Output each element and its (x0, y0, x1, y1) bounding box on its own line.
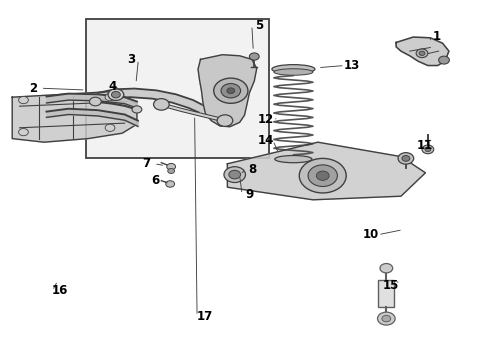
Text: 12: 12 (257, 113, 273, 126)
Text: 4: 4 (108, 80, 116, 93)
Circle shape (108, 89, 123, 100)
Text: 17: 17 (196, 310, 212, 323)
Circle shape (397, 153, 413, 164)
Text: 8: 8 (248, 163, 256, 176)
Circle shape (401, 156, 409, 161)
Text: 5: 5 (255, 19, 263, 32)
Text: 10: 10 (362, 228, 378, 241)
Bar (378, 280, 393, 306)
Circle shape (89, 97, 101, 106)
Circle shape (316, 171, 328, 180)
Circle shape (307, 165, 337, 186)
Bar (85, 19, 268, 158)
Circle shape (226, 88, 234, 94)
Circle shape (249, 53, 259, 60)
Ellipse shape (274, 156, 311, 163)
Polygon shape (198, 55, 256, 127)
Circle shape (221, 84, 240, 98)
Text: 15: 15 (382, 279, 399, 292)
Circle shape (381, 315, 390, 322)
Circle shape (299, 158, 346, 193)
Circle shape (166, 163, 175, 170)
Circle shape (167, 168, 174, 174)
Text: 2: 2 (29, 82, 37, 95)
Circle shape (424, 147, 430, 152)
Polygon shape (395, 37, 448, 66)
Text: 6: 6 (151, 174, 159, 187)
Circle shape (379, 264, 392, 273)
Text: 9: 9 (245, 188, 253, 201)
Circle shape (105, 124, 115, 131)
Polygon shape (12, 92, 137, 142)
Circle shape (377, 312, 394, 325)
Circle shape (415, 49, 427, 58)
Circle shape (421, 145, 433, 154)
Text: 3: 3 (127, 53, 135, 66)
Circle shape (418, 51, 424, 55)
Text: 11: 11 (415, 139, 432, 152)
Circle shape (19, 96, 28, 104)
Circle shape (111, 91, 120, 98)
Circle shape (19, 129, 28, 136)
Text: 13: 13 (343, 59, 360, 72)
Ellipse shape (271, 65, 314, 74)
Text: 14: 14 (257, 134, 273, 147)
Circle shape (153, 99, 169, 110)
Circle shape (213, 78, 247, 103)
Circle shape (165, 181, 174, 187)
Circle shape (132, 106, 142, 113)
Circle shape (224, 167, 245, 183)
Text: 16: 16 (51, 284, 68, 297)
Circle shape (438, 56, 448, 64)
Text: 7: 7 (142, 157, 150, 170)
Circle shape (228, 170, 240, 179)
Ellipse shape (273, 69, 312, 75)
Text: 1: 1 (432, 30, 440, 42)
Polygon shape (227, 142, 425, 200)
Ellipse shape (108, 92, 123, 98)
Circle shape (217, 115, 232, 126)
Circle shape (105, 94, 115, 101)
